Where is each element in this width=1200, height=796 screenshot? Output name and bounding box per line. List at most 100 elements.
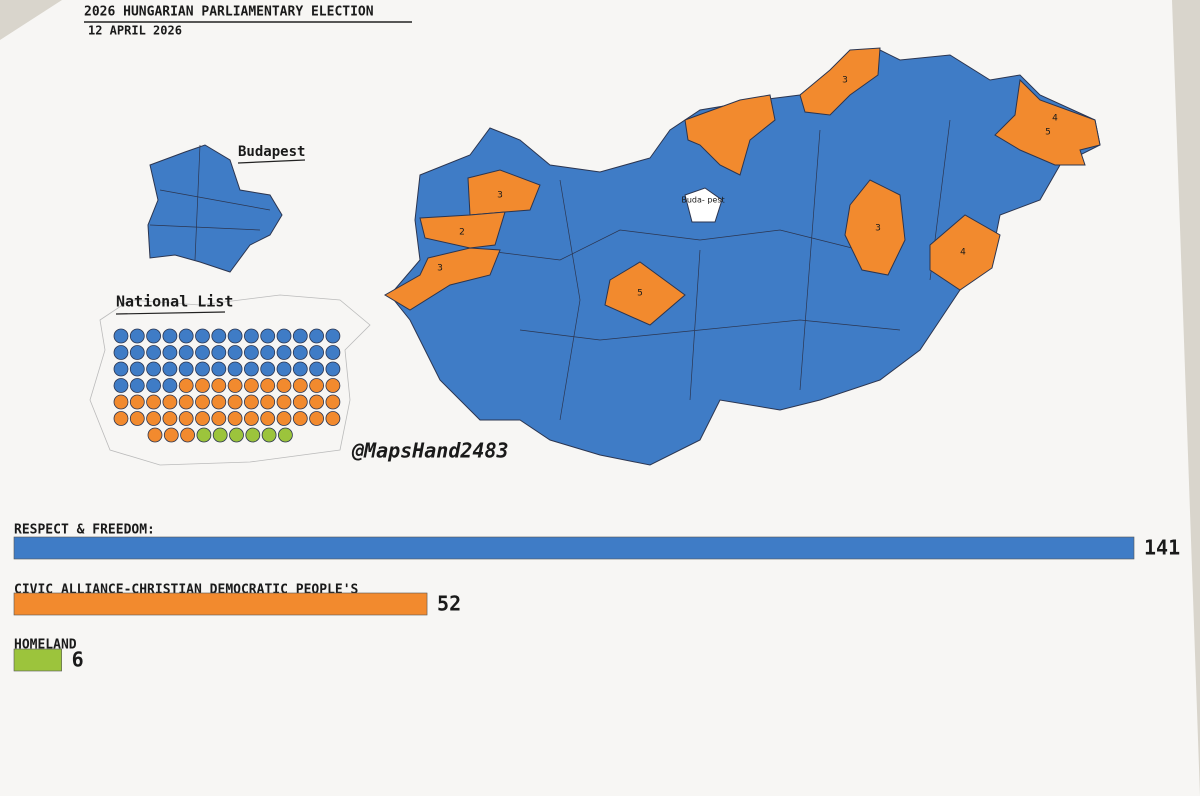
seat-dot [227,345,243,360]
seat-dot [309,378,325,393]
seat-dot [113,411,129,426]
district [799,47,881,116]
seat-dot [113,394,129,410]
seat-dot [227,411,243,426]
seat-dot [243,345,259,360]
seat-dot [276,361,292,377]
seat-dot [243,328,259,344]
budapest-districts [149,144,271,261]
seat-dot [227,378,243,393]
seat-bar [13,536,1135,560]
district [929,214,1001,291]
list-outline [89,294,371,466]
seat-dot [129,394,145,410]
budapest-inset [147,144,283,273]
seat-dot [212,427,228,443]
seat-dot [178,411,194,426]
seat-dot [211,394,227,410]
seat-dot [211,345,227,360]
credit: @MapsHand2483 [351,439,509,463]
seat-dot [211,411,227,426]
seat-dot [292,394,308,410]
district-label: 3 [875,224,881,234]
seat-dot [325,328,341,344]
district [604,261,686,326]
party-name: RESPECT & FREEDOM: [14,523,155,538]
seat-dot [129,411,145,426]
seat-dot [261,427,277,443]
budapest-label: Budapest [238,144,305,160]
budapest-underline [237,159,306,164]
district-label: 3 [842,76,848,86]
seat-dot [309,361,325,377]
seat-dot [309,394,325,410]
budapest-map-label: Buda- pest [681,196,724,205]
district-label: 3 [497,191,503,201]
seat-dot [146,328,162,344]
seat-dot [162,328,178,344]
seat-dot [146,378,162,393]
district [419,211,506,249]
seat-dot [195,411,210,426]
district-label: 2 [459,228,465,238]
seat-dot [195,328,210,344]
hungary-map [389,49,1101,466]
seat-bar [13,592,428,616]
seat-dot [195,361,210,377]
seat-dot [276,328,292,344]
seat-dot [162,411,178,426]
seat-dot [276,378,292,393]
seat-dot [309,345,325,360]
seat-dot [211,328,227,344]
seat-dot [277,427,293,443]
seat-dot [162,345,178,360]
seat-dot [243,411,259,426]
budapest-gap [684,187,723,223]
seat-dot [309,411,325,426]
district [844,179,906,276]
seat-dot [195,394,210,410]
seat-dot [211,378,227,393]
seat-dot [227,394,243,410]
seat-dot [162,378,178,393]
seat-dot [211,361,227,377]
seat-dot [129,345,145,360]
national-list-underline [115,311,226,315]
seat-dot [162,394,178,410]
seat-dot [243,394,259,410]
seat-dot [325,394,341,410]
orange-districts [384,47,1101,326]
seat-bar [13,648,62,672]
seat-dot [178,378,194,393]
seat-dot [227,328,243,344]
seat-dot [260,411,276,426]
seat-dot [227,361,243,377]
title: 2026 HUNGARIAN PARLIAMENTARY ELECTION [84,5,374,20]
seat-dot [260,345,276,360]
seat-dot [260,378,276,393]
seat-dot [196,427,212,443]
seat-dot [243,361,259,377]
seat-dot [147,427,163,443]
district-label: 4 [960,248,966,258]
seat-dot [113,378,129,393]
seat-dot [243,378,259,393]
seat-dot [178,345,194,360]
seat-dot [195,345,210,360]
district-label: 3 [437,264,443,274]
seat-dot [178,361,194,377]
seat-dot [260,361,276,377]
seat-dot [325,345,341,360]
seat-dot [178,394,194,410]
district-label: 5 [637,289,643,299]
seat-dot [129,328,145,344]
seat-dot [180,427,196,443]
seat-dot [292,411,308,426]
seat-dot [146,345,162,360]
seat-dot [260,328,276,344]
seat-dot [146,394,162,410]
seat-dot [292,361,308,377]
district [994,78,1101,166]
